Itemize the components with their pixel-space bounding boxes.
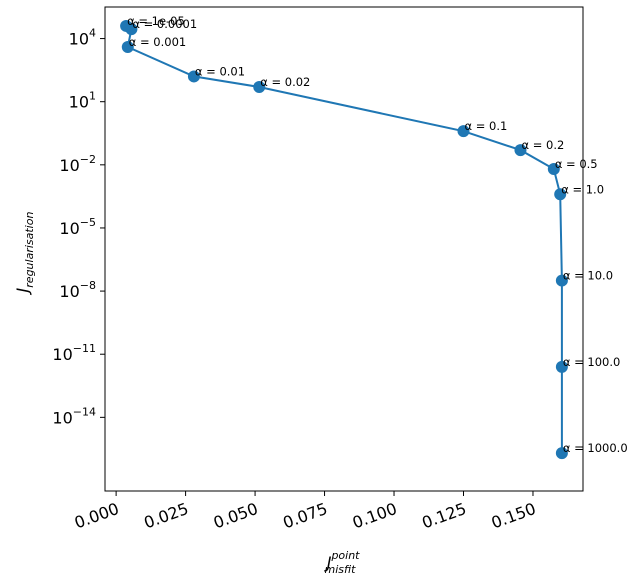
data-point [457, 125, 470, 138]
x-tick-label: 0.025 [141, 499, 191, 533]
x-tick-label: 0.000 [72, 499, 122, 533]
data-point [187, 70, 200, 83]
x-tick-label: 0.100 [350, 499, 400, 533]
data-point [253, 80, 266, 93]
plot-frame [104, 6, 584, 492]
point-label: α = 0.001 [129, 35, 186, 49]
point-labels-layer: α = 1e-05α = 0.0001 α = 0.001 α = 0.01 α = … [127, 14, 628, 455]
data-point [555, 360, 568, 373]
x-axis-label: Jpoint misfit [324, 549, 360, 576]
y-tick-label: 10−8 [59, 279, 96, 301]
point-label: α = 0.2 [521, 138, 564, 152]
y-tick-label: 10−2 [59, 153, 96, 175]
y-axis-ticks: 104 101 10−2 10−5 10−8 10−11 10−14 [52, 27, 105, 427]
point-label: α = 10.0 [563, 269, 613, 283]
data-point [121, 40, 134, 53]
point-label: α = 0.1 [465, 119, 508, 133]
point-label: α = 1e-05 [127, 14, 185, 28]
point-label: α = 0.01 [195, 64, 245, 78]
data-point [125, 23, 138, 36]
x-axis-ticks: 0.000 0.025 0.050 0.075 0.100 0.125 0.150 [72, 491, 538, 532]
series-layer [120, 19, 568, 460]
x-tick-label: 0.125 [419, 499, 469, 533]
x-tick-label: 0.050 [211, 499, 261, 533]
data-point [555, 274, 568, 287]
y-tick-label: 104 [69, 27, 96, 49]
point-label: α = 100.0 [563, 355, 620, 369]
y-axis-label: Jregularisation [13, 212, 36, 296]
y-tick-label: 10−5 [59, 216, 96, 238]
point-label: α = 0.5 [555, 157, 598, 171]
y-tick-label: 101 [69, 90, 96, 112]
x-tick-label: 0.150 [489, 499, 539, 533]
data-point [554, 188, 567, 201]
data-point [555, 447, 568, 460]
data-point [547, 163, 560, 176]
y-tick-label: 10−11 [52, 342, 96, 364]
point-label: α = 0.02 [260, 75, 310, 89]
series-line [125, 25, 563, 454]
x-tick-label: 0.075 [280, 499, 330, 533]
point-label: α = 0.0001 [132, 17, 197, 31]
y-tick-label: 10−14 [52, 405, 96, 427]
data-point [514, 144, 527, 157]
point-label: α = 1000.0 [563, 441, 628, 455]
point-label: α = 1.0 [561, 182, 604, 196]
